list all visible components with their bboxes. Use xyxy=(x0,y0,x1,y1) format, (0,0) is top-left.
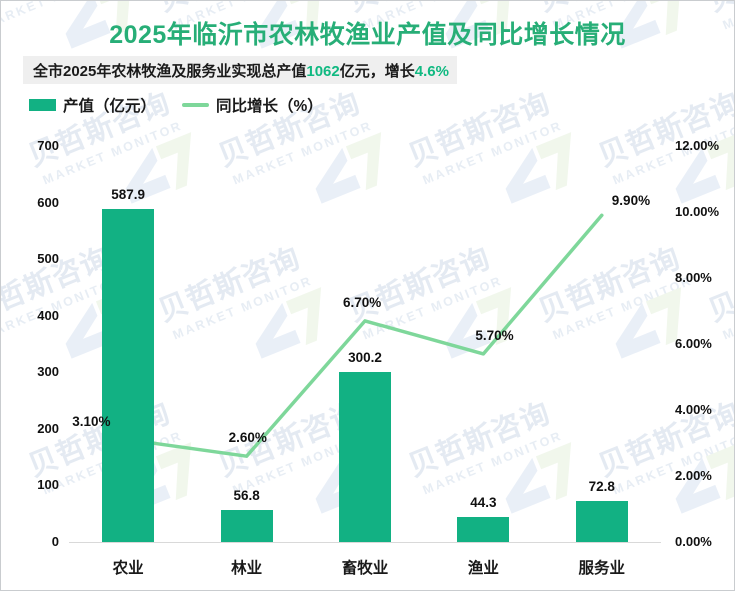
bar-农业[interactable] xyxy=(102,209,155,542)
y-axis-left-tick-label: 500 xyxy=(37,251,59,267)
bar-value-label: 300.2 xyxy=(348,350,382,366)
subtitle-highlight-growth: 4.6% xyxy=(414,62,449,80)
bar-服务业[interactable] xyxy=(575,500,628,542)
chart-plot-area: 700 600 500 400 300 200 100 0 12.00% 10.00% 8.00% 6… xyxy=(1,131,734,577)
bar-渔业[interactable] xyxy=(457,516,510,542)
line-value-label: 2.60% xyxy=(228,430,267,446)
subtitle-banner: 全市2025年农林牧渔及服务业实现总产值1062亿元，增长4.6% xyxy=(23,56,457,84)
bar-value-label: 44.3 xyxy=(470,494,497,510)
y-axis-right-tick-label: 2.00% xyxy=(675,468,712,483)
bar-林业[interactable] xyxy=(220,509,273,542)
legend-line-label: 同比增长（%） xyxy=(216,98,323,115)
bar-value-label: 56.8 xyxy=(233,487,260,503)
legend-item-line[interactable]: 同比增长（%） xyxy=(182,94,323,116)
chart-svg-layer xyxy=(126,213,604,458)
y-axis-right-tick-label: 6.00% xyxy=(675,336,712,351)
x-axis-category-林业: 林业 xyxy=(231,560,263,577)
bar-畜牧业[interactable] xyxy=(339,372,391,542)
y-axis-right-tick-label: 10.00% xyxy=(675,204,720,219)
line-value-label: 6.70% xyxy=(343,294,382,310)
x-axis-baseline xyxy=(69,542,661,543)
line-value-label: 3.10% xyxy=(72,413,111,429)
x-axis-category-畜牧业: 畜牧业 xyxy=(341,560,389,577)
line-value-label: 9.90% xyxy=(611,193,651,209)
x-axis-category-农业: 农业 xyxy=(112,560,144,577)
subtitle-text-part2: 亿元，增长 xyxy=(339,62,415,80)
legend-item-bar[interactable]: 产值（亿元） xyxy=(29,94,156,116)
legend-bar-swatch-icon xyxy=(29,99,56,111)
y-axis-right-tick-label: 8.00% xyxy=(675,270,712,285)
y-axis-left-tick-label: 200 xyxy=(37,420,59,436)
y-axis-left-tick-label: 0 xyxy=(51,534,59,549)
y-axis-right-tick-label: 4.00% xyxy=(675,402,712,417)
y-axis-right-tick-label: 0.00% xyxy=(675,534,712,549)
subtitle-text-part1: 全市2025年农林牧渔及服务业实现总产值 xyxy=(33,62,307,80)
x-axis-category-服务业: 服务业 xyxy=(578,560,626,577)
legend-line-swatch-icon xyxy=(182,103,210,107)
legend-bar-label: 产值（亿元） xyxy=(63,98,157,115)
growth-rate-line xyxy=(126,213,604,458)
y-axis-left-tick-label: 100 xyxy=(37,477,59,493)
page-title: 2025年临沂市农林牧渔业产值及同比增长情况 xyxy=(109,21,626,49)
line-value-label: 5.70% xyxy=(475,327,514,343)
bar-value-label: 587.9 xyxy=(111,187,146,203)
x-axis-category-渔业: 渔业 xyxy=(467,560,499,577)
y-axis-left-tick-label: 400 xyxy=(37,307,59,323)
y-axis-left-tick-label: 600 xyxy=(37,194,59,210)
bar-value-label: 72.8 xyxy=(588,478,615,494)
subtitle-highlight-total: 1062 xyxy=(306,62,340,80)
y-axis-left-tick-label: 700 xyxy=(37,138,59,153)
chart-legend: 产值（亿元） 同比增长（%） xyxy=(29,94,323,116)
y-axis-left-tick-label: 300 xyxy=(37,364,59,380)
y-axis-right-tick-label: 12.00% xyxy=(675,138,720,153)
